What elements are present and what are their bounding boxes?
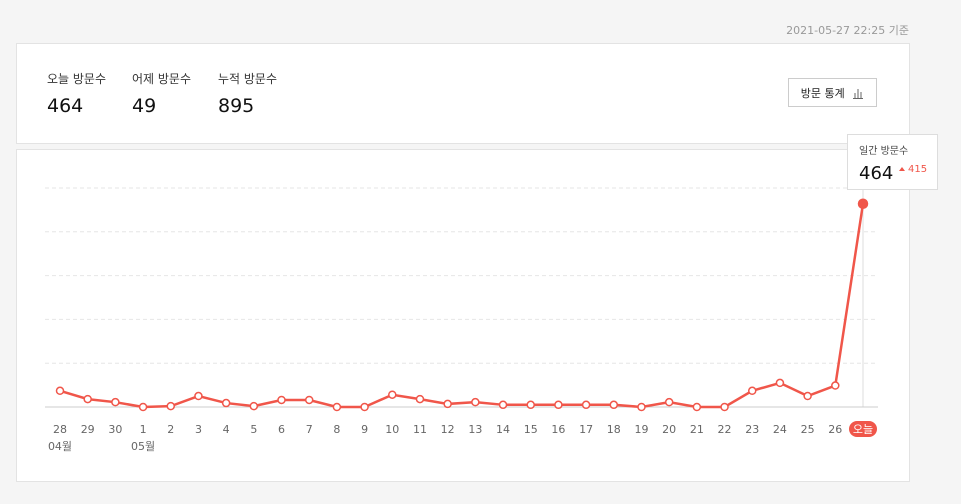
chart-icon — [853, 89, 864, 99]
point — [388, 390, 397, 399]
point — [111, 397, 120, 407]
x-tick-label: 13 — [468, 423, 482, 436]
x-tick-label: 14 — [496, 423, 510, 436]
tooltip-value: 464 — [859, 163, 893, 184]
x-tick-label: 24 — [773, 423, 787, 436]
chart-card — [16, 149, 910, 482]
button-label: 방문 통계 — [800, 87, 845, 100]
point — [498, 400, 508, 410]
x-tick-label: 12 — [441, 423, 455, 436]
x-tick-label: 11 — [413, 423, 427, 436]
x-tick-label: 18 — [607, 423, 621, 436]
point — [138, 402, 148, 412]
point — [803, 391, 812, 401]
x-tick-label: 22 — [718, 423, 732, 436]
x-tick-label: 28 — [53, 423, 67, 436]
line — [59, 203, 865, 409]
x-tick-label: 23 — [745, 423, 759, 436]
stat-value: 895 — [218, 95, 255, 117]
stat: 오늘 방문수 464 — [47, 70, 106, 117]
point — [526, 400, 535, 410]
point — [471, 397, 480, 407]
point — [692, 402, 702, 412]
point — [581, 400, 591, 410]
stats-button[interactable]: 방문 통계 — [788, 78, 877, 107]
stat-label: 누적 방문수 — [218, 72, 278, 86]
point — [194, 391, 203, 401]
point — [637, 402, 646, 412]
x-tick-label: 16 — [551, 423, 565, 436]
timestamp: 2021-05-27 22:25 기준 — [786, 24, 909, 37]
tooltip-change: 415 — [908, 164, 927, 175]
stat-value: 464 — [47, 95, 84, 117]
point — [775, 378, 785, 388]
tooltip-label: 일간 방문수 — [859, 145, 908, 157]
point — [415, 394, 425, 404]
x-tick-label: 8 — [333, 423, 340, 436]
x-tick-label: 30 — [108, 423, 122, 436]
stat-label: 어제 방문수 — [132, 72, 192, 86]
x-tick-label: 29 — [81, 423, 95, 436]
stat: 어제 방문수 49 — [132, 70, 191, 117]
x-tick-label: 1 — [140, 423, 147, 436]
x-tick-label: 2 — [167, 423, 174, 436]
point — [83, 394, 92, 404]
x-tick-label: 6 — [278, 423, 285, 436]
point — [277, 395, 286, 405]
x-tick-label: 20 — [662, 423, 676, 436]
x-sublabel: 05월 — [131, 440, 155, 453]
x-tick-label: 15 — [524, 423, 538, 436]
point — [360, 402, 369, 412]
point — [664, 397, 674, 407]
tooltip-box — [847, 134, 938, 190]
x-tick-label: 5 — [250, 423, 257, 436]
point — [332, 402, 342, 412]
today-pill — [849, 421, 877, 437]
point — [831, 381, 840, 390]
point — [720, 402, 729, 412]
x-sublabel: 04월 — [48, 440, 72, 453]
x-tick-label: 오늘 — [853, 423, 873, 436]
x-tick-label: 17 — [579, 423, 593, 436]
point — [554, 400, 563, 410]
stat-label: 오늘 방문수 — [47, 72, 107, 86]
x-tick-label: 10 — [385, 423, 399, 436]
x-tick-label: 7 — [306, 423, 313, 436]
x-tick-label: 3 — [195, 423, 202, 436]
point — [443, 399, 452, 409]
point — [857, 198, 869, 210]
stat: 누적 방문수 895 — [218, 70, 277, 117]
x-tick-label: 19 — [634, 423, 648, 436]
summary-card — [16, 43, 910, 144]
x-tick-label: 4 — [223, 423, 230, 436]
x-tick-label: 25 — [801, 423, 815, 436]
stat-value: 49 — [132, 95, 157, 117]
point — [747, 386, 757, 396]
point — [55, 386, 65, 396]
point — [221, 398, 231, 408]
tooltip: 일간 방문수 464 415 — [847, 134, 938, 190]
point — [249, 401, 259, 411]
point — [304, 395, 314, 405]
x-tick-label: 26 — [828, 423, 842, 436]
point — [609, 400, 619, 410]
point — [166, 401, 176, 411]
x-tick-label: 9 — [361, 423, 368, 436]
up-arrow — [899, 167, 905, 171]
x-tick-label: 21 — [690, 423, 704, 436]
